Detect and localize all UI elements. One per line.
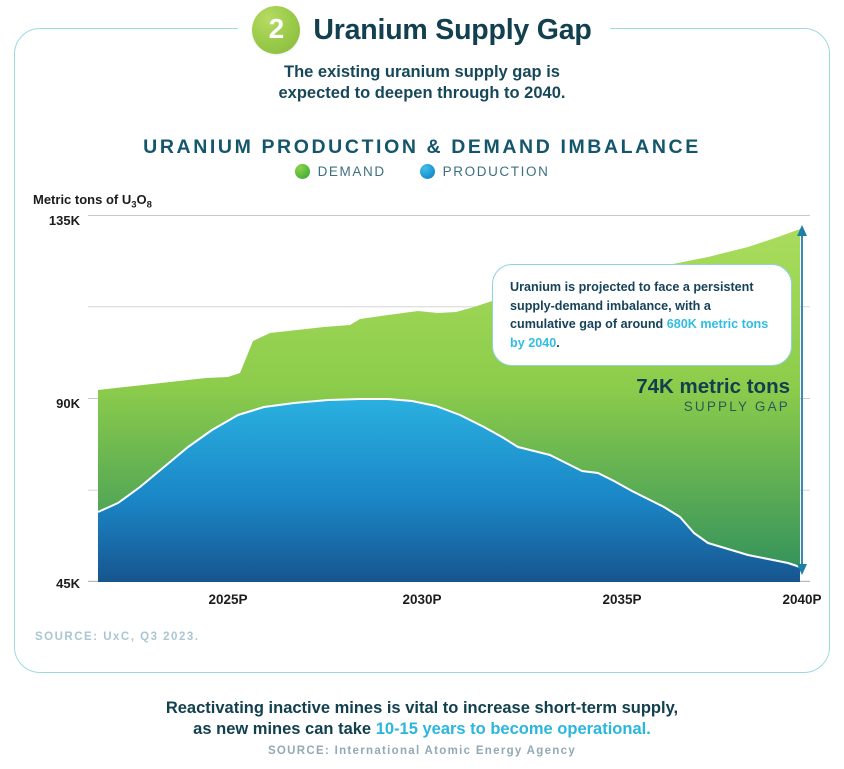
card-subtitle: The existing uranium supply gap is expec… <box>0 62 844 104</box>
y-tick-45k: 45K <box>56 576 80 591</box>
legend-label-demand: DEMAND <box>317 164 386 179</box>
chart-title: URANIUM PRODUCTION & DEMAND IMBALANCE <box>143 136 701 158</box>
subtitle-line-1: The existing uranium supply gap is <box>284 63 560 81</box>
footer-source: SOURCE: International Atomic Energy Agen… <box>267 745 577 757</box>
footer: Reactivating inactive mines is vital to … <box>0 698 844 757</box>
footer-line-2-prefix: as new mines can take <box>193 720 376 738</box>
supply-gap-caption: SUPPLY GAP <box>683 399 790 414</box>
callout-box: Uranium is projected to face a persisten… <box>492 264 792 366</box>
supply-gap-arrow <box>797 225 807 575</box>
y-tick-90k: 90K <box>56 396 80 411</box>
x-tick-2040p: 2040P <box>782 592 822 607</box>
x-tick-2035p: 2035P <box>602 592 642 607</box>
chart-source: SOURCE: UxC, Q3 2023. <box>35 631 200 643</box>
y-axis-unit-label: Metric tons of U3O8 <box>33 192 152 211</box>
chart-legend: DEMAND PRODUCTION <box>0 164 844 179</box>
y-tick-135k: 135K <box>48 213 80 228</box>
demand-dot-icon <box>294 164 310 179</box>
page-title: Uranium Supply Gap <box>313 13 592 46</box>
supply-gap-annotation: 74K metric tons SUPPLY GAP <box>636 375 790 416</box>
callout-text-2: . <box>556 335 560 350</box>
legend-label-production: PRODUCTION <box>442 164 550 179</box>
step-badge: 2 <box>252 6 301 54</box>
x-tick-2025p: 2025P <box>208 592 248 607</box>
production-edge <box>97 398 801 568</box>
callout-text-1: Uranium is projected to face a persisten… <box>510 280 754 331</box>
supply-gap-value: 74K metric tons <box>636 375 790 398</box>
legend-item-demand: DEMAND <box>294 164 386 179</box>
card-header: 2 Uranium Supply Gap <box>0 2 844 58</box>
title-border-gap <box>238 20 610 34</box>
footer-line-2: as new mines can take 10-15 years to bec… <box>0 719 844 740</box>
legend-item-production: PRODUCTION <box>419 164 550 179</box>
x-tick-2030p: 2030P <box>402 592 442 607</box>
footer-line-2-highlight: 10-15 years to become operational. <box>375 720 651 738</box>
subtitle-line-2: expected to deepen through to 2040. <box>278 84 566 102</box>
production-dot-icon <box>419 164 435 179</box>
production-area <box>98 399 800 582</box>
footer-line-1: Reactivating inactive mines is vital to … <box>165 699 679 717</box>
callout-highlight: 680K metric tons by 2040 <box>510 317 769 350</box>
